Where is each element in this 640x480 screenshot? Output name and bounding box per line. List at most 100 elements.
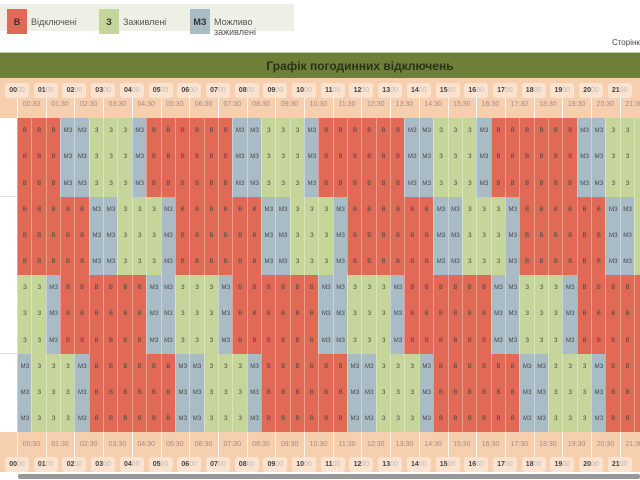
half-hour-label: 18:30	[539, 441, 557, 448]
schedule-cell: В	[45, 170, 61, 197]
schedule-cell: В	[304, 405, 319, 432]
schedule-cell: В	[404, 301, 420, 328]
schedule-cell: МЗ	[45, 327, 61, 354]
schedule-cell: МЗ	[447, 196, 463, 224]
schedule-cell: З	[476, 196, 492, 224]
schedule-cell: В	[476, 405, 492, 432]
schedule-cell: МЗ	[504, 248, 520, 276]
half-hour-label: 04:30	[137, 101, 155, 108]
schedule-cell: В	[547, 170, 563, 197]
hour-minutes: 00	[131, 87, 140, 94]
hour-minutes: 00	[447, 87, 456, 94]
schedule-cell: В	[433, 353, 448, 381]
schedule-cell: З	[217, 379, 233, 407]
schedule-cell: МЗ	[332, 196, 348, 224]
schedule-cell: В	[31, 248, 47, 276]
schedule-cell: МЗ	[533, 405, 549, 432]
schedule-cell: МЗ	[60, 144, 75, 171]
schedule-cell: В	[461, 353, 477, 381]
hour-minutes: 00	[591, 87, 599, 94]
hour-divider	[562, 432, 564, 457]
hour-minutes: 00	[217, 87, 226, 94]
schedule-cell: В	[418, 248, 434, 276]
schedule-cell: В	[60, 327, 75, 354]
schedule-cell: В	[246, 327, 262, 354]
schedule-cell: В	[88, 301, 104, 328]
schedule-cell: МЗ	[74, 353, 90, 381]
hour-divider	[160, 432, 162, 457]
hour-minutes: 00	[275, 87, 284, 94]
schedule-cell: МЗ	[217, 301, 233, 328]
half-hour-label: 17:30	[510, 441, 529, 448]
schedule-cell: В	[634, 405, 640, 432]
hour-divider	[476, 432, 478, 457]
schedule-cell: В	[619, 405, 635, 432]
hour-minutes: 00	[246, 87, 255, 94]
schedule-cell: В	[562, 196, 578, 224]
schedule-cell: В	[476, 379, 492, 407]
schedule-cell: В	[289, 327, 305, 354]
hour-divider	[131, 98, 133, 118]
schedule-cell: МЗ	[160, 275, 176, 302]
schedule-cell: В	[476, 327, 492, 354]
hour-minutes: 00	[418, 87, 427, 94]
horizontal-scrollbar[interactable]	[18, 474, 640, 479]
schedule-cell: В	[203, 144, 219, 171]
hour-value: 20	[583, 87, 591, 94]
schedule-cell: МЗ	[275, 222, 291, 250]
row-label	[0, 222, 17, 250]
schedule-cell: В	[461, 275, 477, 302]
hour-minutes: 00	[504, 461, 513, 468]
schedule-cell: МЗ	[74, 144, 90, 171]
schedule-cell: З	[232, 379, 248, 407]
hour-minutes: 00	[619, 87, 628, 94]
schedule-cell: В	[232, 196, 248, 224]
schedule-cell: В	[533, 196, 549, 224]
row-label	[0, 301, 17, 329]
hour-label: 18 00	[521, 457, 546, 472]
schedule-cell: З	[605, 144, 621, 171]
schedule-cell: В	[103, 275, 118, 302]
schedule-cell: В	[246, 301, 262, 328]
hour-value: 10	[296, 87, 304, 94]
schedule-cell: В	[117, 275, 133, 302]
schedule-cell: В	[60, 196, 75, 224]
schedule-cell: З	[260, 118, 276, 145]
schedule-cell: МЗ	[476, 170, 492, 197]
hour-divider	[74, 98, 76, 118]
schedule-cell: МЗ	[332, 301, 348, 328]
schedule-cell: В	[490, 379, 506, 407]
schedule-cell: З	[461, 170, 477, 197]
schedule-cell: З	[461, 196, 477, 224]
schedule-cell: МЗ	[591, 170, 606, 197]
schedule-cell: В	[390, 144, 405, 171]
schedule-cell: З	[634, 170, 640, 197]
schedule-cell: В	[605, 327, 621, 354]
schedule-cell: В	[74, 301, 90, 328]
schedule-cell: В	[131, 405, 147, 432]
schedule-cell: МЗ	[519, 379, 535, 407]
hour-minutes: 00	[332, 87, 341, 94]
half-hour-label: 11:30	[338, 101, 356, 108]
schedule-cell: В	[519, 222, 535, 250]
schedule-cell: З	[289, 248, 305, 276]
schedule-cell: В	[103, 379, 118, 407]
hour-minutes: 00	[304, 87, 312, 94]
schedule-cell: МЗ	[390, 275, 405, 302]
row-label	[0, 327, 17, 355]
schedule-cell: МЗ	[74, 379, 90, 407]
hour-value: 11	[325, 87, 333, 94]
schedule-cell: З	[304, 248, 319, 276]
hour-value: 08	[238, 87, 247, 94]
hour-value: 14	[411, 87, 419, 94]
schedule-cell: МЗ	[332, 248, 348, 276]
schedule-cell: В	[217, 248, 233, 276]
schedule-cell: В	[404, 196, 420, 224]
schedule-cell: З	[619, 118, 635, 145]
hour-divider	[562, 98, 564, 118]
schedule-cell: В	[289, 275, 305, 302]
hour-divider	[304, 432, 305, 457]
schedule-cell: В	[318, 144, 334, 171]
schedule-cell: В	[347, 196, 362, 224]
row-label	[0, 379, 17, 407]
